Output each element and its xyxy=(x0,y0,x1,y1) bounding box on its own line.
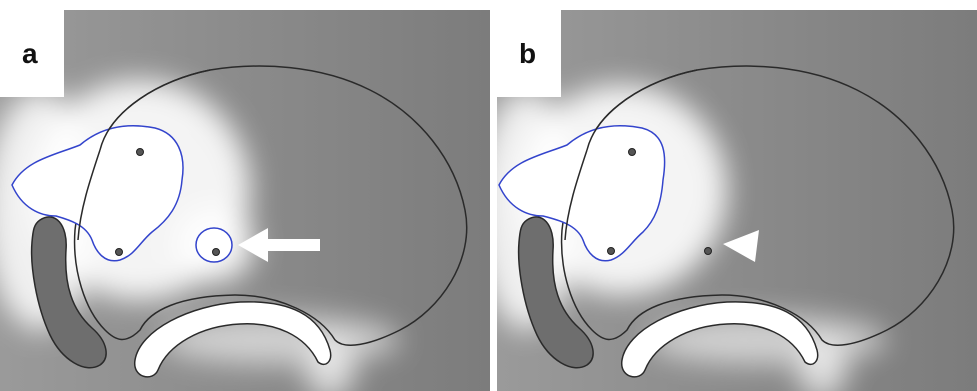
electrode xyxy=(136,148,144,156)
electrode xyxy=(628,148,636,156)
small-blue-region xyxy=(195,227,233,263)
panel-label: a xyxy=(22,38,38,69)
arrowhead-marker xyxy=(723,230,759,262)
panel-a: a xyxy=(0,10,490,391)
panel-b: b xyxy=(497,10,977,391)
panel-a-figure xyxy=(0,10,490,391)
electrode xyxy=(607,247,615,255)
electrode xyxy=(704,247,712,255)
ribbon-outline xyxy=(621,301,819,378)
panel-b-figure xyxy=(497,10,977,391)
arrow-marker xyxy=(238,228,320,262)
blue-region-outline xyxy=(11,125,184,262)
panel-label-box: a xyxy=(0,10,64,97)
panel-label: b xyxy=(519,38,537,69)
main-outline xyxy=(73,65,468,346)
panel-label-box: b xyxy=(497,10,561,97)
dark-lobe xyxy=(517,216,594,369)
blue-region-outline xyxy=(498,125,666,262)
electrode xyxy=(212,248,220,256)
electrode xyxy=(115,248,123,256)
dark-lobe xyxy=(30,216,107,369)
main-outline xyxy=(560,65,955,346)
panel-divider xyxy=(490,10,497,391)
ribbon-outline xyxy=(134,301,332,378)
